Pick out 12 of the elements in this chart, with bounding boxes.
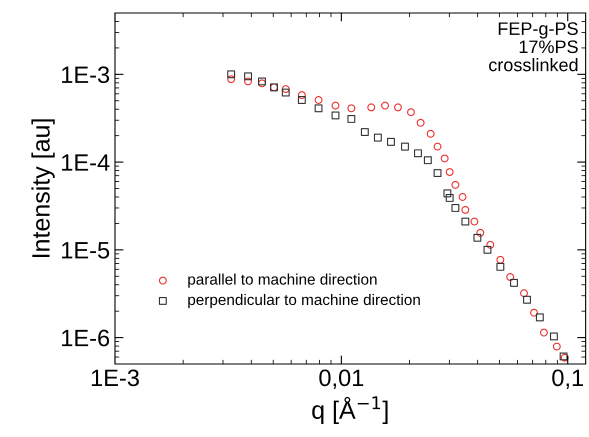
y-tick-label: 1E-4 — [62, 154, 110, 171]
legend-label: parallel to machine direction — [188, 274, 377, 288]
y-axis-title: Intensity [au] — [31, 119, 55, 258]
annotation: FEP-g-PS 17%PS crosslinked — [489, 22, 578, 72]
legend-label: perpendicular to machine direction — [188, 294, 420, 308]
x-tick-label: 0,1 — [552, 369, 583, 389]
x-tick-label: 0,01 — [319, 369, 364, 389]
x-axis-title: q [Å$^{−1}$] — [312, 396, 388, 424]
x-tick-label: 1E-3 — [92, 369, 139, 386]
y-tick-label: 1E-5 — [62, 242, 110, 259]
y-tick-label: 1E-6 — [62, 330, 110, 346]
y-tick-label: 1E-3 — [62, 66, 110, 84]
